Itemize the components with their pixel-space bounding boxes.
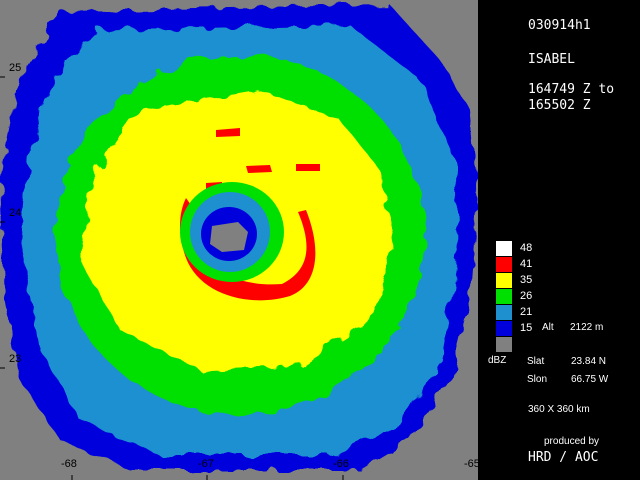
axis-ticks bbox=[0, 76, 344, 480]
domain-size: 360 X 360 km bbox=[528, 404, 590, 415]
time-start: 164749 Z to bbox=[528, 82, 615, 97]
radar-reflectivity-image bbox=[0, 5, 478, 480]
legend-label-15: 15 bbox=[520, 322, 533, 334]
lon-tick-66: -66 bbox=[333, 458, 349, 470]
slat-label: Slat bbox=[527, 356, 545, 367]
legend-swatch-35 bbox=[496, 273, 512, 288]
legend-swatch-21 bbox=[496, 305, 512, 320]
storm-name: ISABEL bbox=[528, 52, 575, 67]
credits-line1: produced by bbox=[544, 436, 600, 447]
slat-value: 23.84 N bbox=[571, 356, 607, 367]
credits-line2: HRD / AOC bbox=[528, 450, 599, 465]
legend-label-35: 35 bbox=[520, 274, 533, 286]
legend-label-41: 41 bbox=[520, 258, 533, 270]
altitude-value: 2122 m bbox=[570, 322, 604, 333]
legend-swatch-26 bbox=[496, 289, 512, 304]
eye-no-data bbox=[210, 222, 248, 252]
legend-swatch-41 bbox=[496, 257, 512, 272]
legend-swatch-48 bbox=[496, 241, 512, 256]
altitude-label: Alt bbox=[542, 322, 554, 333]
lon-tick-67: -67 bbox=[198, 458, 214, 470]
lon-tick-68: -68 bbox=[61, 458, 77, 470]
units-label: dBZ bbox=[488, 355, 507, 366]
lat-tick-23: 23 bbox=[9, 353, 22, 365]
lon-tick-65: -65 bbox=[464, 458, 480, 470]
time-end: 165502 Z bbox=[528, 98, 591, 113]
legend-swatch-no-data bbox=[496, 337, 512, 352]
slon-label: Slon bbox=[527, 374, 548, 385]
legend-label-26: 26 bbox=[520, 290, 533, 302]
eyewall-41dbz-north bbox=[206, 128, 320, 190]
slon-value: 66.75 W bbox=[571, 374, 609, 385]
case-id: 030914h1 bbox=[528, 18, 591, 33]
legend-swatch-15 bbox=[496, 321, 512, 336]
lat-tick-25: 25 bbox=[9, 62, 22, 74]
radar-reflectivity-map: 25 24 23 -68 -67 -66 -65 bbox=[0, 0, 480, 480]
legend-label-48: 48 bbox=[520, 242, 533, 254]
lat-tick-24: 24 bbox=[9, 207, 22, 219]
legend-label-21: 21 bbox=[520, 306, 533, 318]
info-panel: 030914h1 ISABEL 164749 Z to 165502 Z 48 … bbox=[478, 0, 640, 480]
